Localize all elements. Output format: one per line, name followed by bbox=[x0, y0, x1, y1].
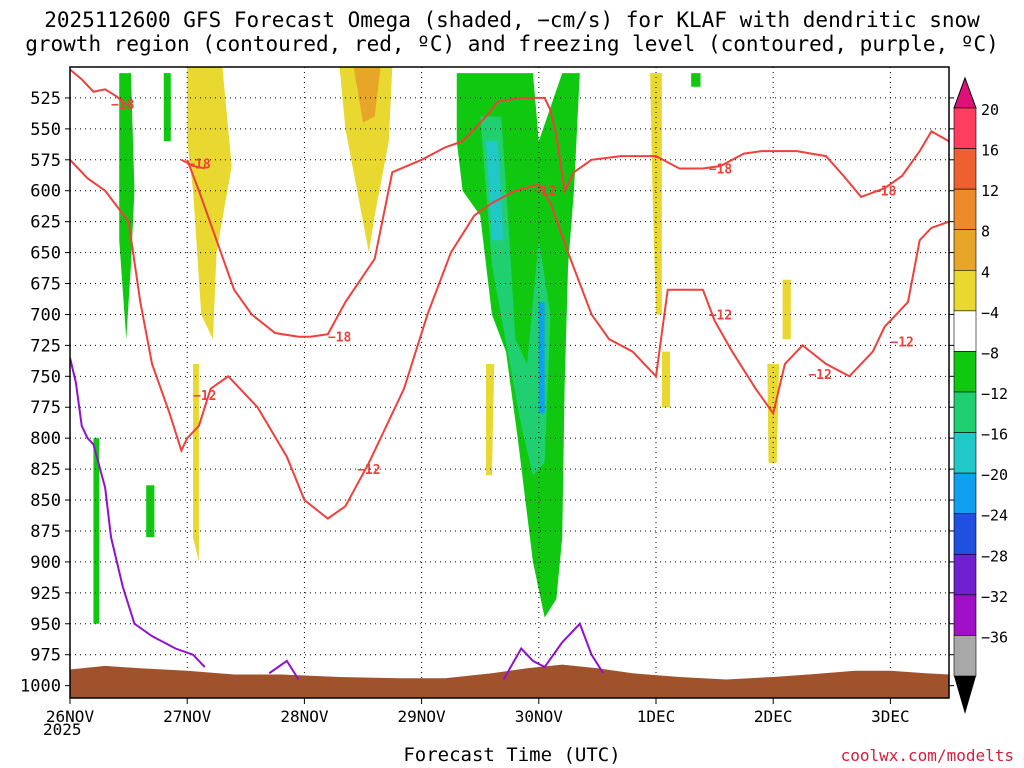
dendritic-contour-label: −18 bbox=[873, 185, 897, 200]
colorbar-label: 8 bbox=[981, 223, 990, 241]
y-tick-label: 775 bbox=[30, 398, 61, 418]
y-tick-label: 750 bbox=[30, 367, 61, 387]
colorbar-segment bbox=[953, 391, 977, 433]
y-tick-label: 850 bbox=[30, 491, 61, 511]
colorbar-segment bbox=[953, 553, 977, 596]
x-tick-label: 26NOV bbox=[46, 707, 95, 726]
omega-shaded-region bbox=[146, 485, 155, 538]
omega-shaded-region bbox=[691, 73, 701, 87]
dendritic-contour-line bbox=[180, 158, 205, 170]
x-tick-label: 27NOV bbox=[163, 707, 212, 726]
x-tick-label: 30NOV bbox=[515, 707, 564, 726]
x-axis-year-label: 2025 bbox=[43, 720, 82, 739]
dendritic-contour-label: −18 bbox=[709, 162, 733, 177]
y-tick-label: 600 bbox=[30, 182, 61, 202]
colorbar-bottom-arrow bbox=[954, 676, 976, 714]
source-credit: coolwx.com/modelts bbox=[840, 746, 1014, 765]
dendritic-contour-label: −12 bbox=[533, 185, 556, 200]
chart-title-line-2: growth region (contoured, red, ºC) and f… bbox=[25, 32, 999, 56]
colorbar-segment bbox=[953, 148, 977, 190]
colorbar-label: −8 bbox=[981, 344, 999, 362]
y-tick-label: 875 bbox=[30, 522, 61, 542]
dendritic-contour-line bbox=[70, 68, 130, 108]
y-tick-label: 675 bbox=[30, 275, 61, 295]
dendritic-contour-label: −12 bbox=[709, 308, 732, 323]
x-axis-label: Forecast Time (UTC) bbox=[403, 744, 621, 766]
y-tick-label: 950 bbox=[30, 615, 61, 635]
omega-shaded-region bbox=[538, 302, 545, 414]
dendritic-contour-label: −12 bbox=[357, 463, 380, 478]
colorbar-label: −28 bbox=[981, 547, 1008, 565]
omega-shaded-region bbox=[353, 67, 381, 123]
dendritic-contour-label: −18 bbox=[111, 98, 135, 113]
dendritic-contour-line bbox=[186, 96, 949, 338]
colorbar-label: 16 bbox=[981, 142, 999, 160]
dendritic-contour-label: −12 bbox=[808, 368, 831, 383]
x-tick-label: 29NOV bbox=[398, 707, 447, 726]
y-tick-label: 700 bbox=[30, 305, 61, 325]
dendritic-contour-label: −12 bbox=[193, 389, 216, 404]
y-tick-label: 650 bbox=[30, 244, 61, 264]
y-tick-label: 975 bbox=[30, 646, 61, 666]
colorbar-label: −16 bbox=[981, 426, 1008, 444]
colorbar-label: 20 bbox=[981, 101, 999, 119]
colorbar-segment bbox=[953, 513, 977, 555]
omega-shaded-region bbox=[782, 279, 791, 340]
omega-shaded-region bbox=[163, 73, 171, 142]
colorbar-segment bbox=[953, 472, 977, 515]
omega-shaded-region bbox=[193, 363, 199, 562]
colorbar-label: 12 bbox=[981, 182, 999, 200]
freezing-level-contour-line bbox=[502, 621, 605, 680]
freezing-level-contour-line bbox=[70, 357, 206, 668]
colorbar-segment bbox=[953, 188, 977, 231]
colorbar-label: 4 bbox=[981, 263, 990, 281]
freezing-level-contour-line bbox=[268, 659, 300, 680]
omega-shaded-region bbox=[650, 73, 662, 315]
omega-shaded-region bbox=[661, 351, 671, 408]
dendritic-contour-label: −12 bbox=[890, 336, 913, 351]
colorbar-label: −20 bbox=[981, 466, 1008, 484]
y-tick-label: 825 bbox=[30, 460, 61, 480]
y-tick-label: 800 bbox=[30, 429, 61, 449]
omega-shaded-region bbox=[486, 363, 495, 476]
y-tick-label: 625 bbox=[30, 213, 61, 233]
plot-area: −18 −18 −18 −18 −18 −12 −12 −12 −12 −12 −12 bbox=[70, 67, 949, 698]
chart-title-line-1: 2025112600 GFS Forecast Omega (shaded, −… bbox=[44, 8, 980, 32]
y-tick-label: 550 bbox=[30, 120, 61, 140]
colorbar-label: −12 bbox=[981, 385, 1008, 403]
colorbar-segment bbox=[953, 269, 977, 312]
dendritic-contour-label: −18 bbox=[328, 331, 352, 346]
omega-shaded-region bbox=[93, 438, 100, 624]
y-tick-label: 525 bbox=[30, 89, 61, 109]
plot-border bbox=[69, 66, 950, 699]
colorbar-segment bbox=[953, 229, 977, 271]
colorbar-segment bbox=[953, 432, 977, 474]
y-tick-label: 1000 bbox=[20, 677, 61, 697]
colorbar-top-arrow bbox=[953, 76, 977, 109]
y-tick-label: 900 bbox=[30, 553, 61, 573]
colorbar-segment bbox=[953, 351, 977, 393]
dendritic-contour-label: −18 bbox=[187, 158, 211, 173]
colorbar-label: −32 bbox=[981, 588, 1008, 606]
terrain bbox=[70, 664, 949, 698]
dendritic-contour-line bbox=[70, 159, 949, 520]
colorbar-segment bbox=[953, 310, 977, 352]
y-tick-label: 575 bbox=[30, 151, 61, 171]
omega-shaded-region bbox=[486, 141, 504, 241]
x-tick-label: 2DEC bbox=[754, 707, 793, 726]
y-tick-label: 725 bbox=[30, 336, 61, 356]
colorbar-segment bbox=[953, 594, 977, 636]
y-tick-label: 925 bbox=[30, 584, 61, 604]
x-tick-label: 28NOV bbox=[280, 707, 329, 726]
colorbar-segment bbox=[953, 107, 977, 149]
colorbar-label: −24 bbox=[981, 507, 1008, 525]
omega-shaded-region bbox=[119, 73, 135, 340]
colorbar-segment bbox=[953, 635, 977, 677]
x-tick-label: 3DEC bbox=[871, 707, 910, 726]
colorbar-label: −4 bbox=[981, 304, 999, 322]
omega-shaded-region bbox=[187, 67, 232, 340]
x-tick-label: 1DEC bbox=[637, 707, 676, 726]
colorbar-label: −36 bbox=[981, 628, 1008, 646]
